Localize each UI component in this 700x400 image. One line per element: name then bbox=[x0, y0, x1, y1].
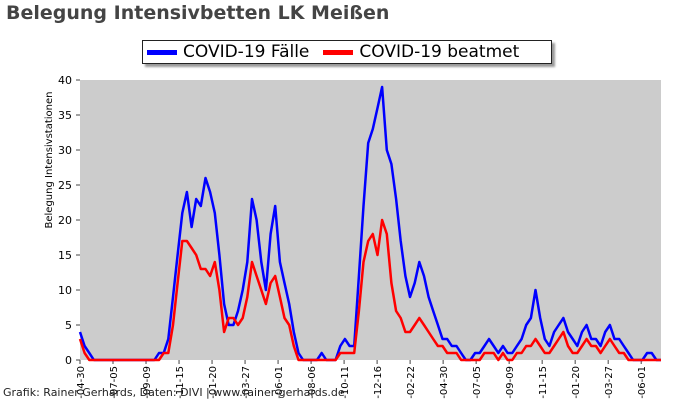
x-tick-label: -01-20 bbox=[208, 366, 219, 399]
y-axis: 0 5 10 15 20 25 30 35 40 bbox=[58, 74, 80, 367]
y-tick-label: 30 bbox=[58, 144, 72, 157]
y-tick-label: 0 bbox=[65, 354, 72, 367]
x-tick-label: -06-01 bbox=[637, 366, 648, 399]
legend-item-faelle: COVID-19 Fälle bbox=[147, 42, 309, 62]
x-tick-label: -09-09 bbox=[142, 366, 153, 399]
x-tick-label: -07-05 bbox=[472, 366, 483, 399]
series-line-beatmet bbox=[78, 218, 661, 362]
x-tick-label: -04-30 bbox=[76, 366, 87, 399]
x-tick-label: -03-27 bbox=[241, 366, 252, 399]
series-group bbox=[78, 85, 661, 362]
x-tick-label: -12-16 bbox=[373, 366, 384, 399]
y-tick-label: 25 bbox=[58, 179, 72, 192]
x-tick-label: -08-06 bbox=[307, 366, 318, 399]
x-tick-label: -03-27 bbox=[604, 366, 615, 399]
y-tick-label: 10 bbox=[58, 284, 72, 297]
legend-item-beatmet: COVID-19 beatmet bbox=[323, 42, 519, 62]
legend-label-faelle: COVID-19 Fälle bbox=[183, 42, 310, 62]
y-tick-label: 15 bbox=[58, 249, 72, 262]
legend-swatch-faelle bbox=[147, 49, 177, 55]
x-axis: -04-30 -07-05 -09-09 -11-15 -01-20 -03-27 -06-… bbox=[76, 360, 648, 399]
y-tick-label: 40 bbox=[58, 74, 72, 87]
x-tick-label: -09-09 bbox=[505, 366, 516, 399]
plot-area bbox=[80, 80, 661, 360]
x-tick-label: -02-22 bbox=[406, 366, 417, 399]
legend: COVID-19 Fälle COVID-19 beatmet bbox=[142, 40, 552, 64]
legend-label-beatmet: COVID-19 beatmet bbox=[359, 42, 520, 62]
y-tick-label: 5 bbox=[65, 319, 72, 332]
x-tick-label: -11-15 bbox=[538, 366, 549, 399]
chart-title: Belegung Intensivbetten LK Meißen bbox=[6, 2, 390, 24]
y-axis-label: Belegung Intensivstationen bbox=[44, 91, 55, 228]
y-tick-label: 20 bbox=[58, 214, 72, 227]
x-tick-label: -01-20 bbox=[571, 366, 582, 399]
x-tick-label: -04-30 bbox=[439, 366, 450, 399]
footer-credit: Grafik: Rainer Gerhards, Daten: DIVI | w… bbox=[3, 386, 345, 399]
x-tick-label: -07-05 bbox=[109, 366, 120, 399]
legend-swatch-beatmet bbox=[323, 49, 354, 55]
y-tick-label: 35 bbox=[58, 109, 72, 122]
x-tick-label: -06-01 bbox=[274, 366, 285, 399]
x-tick-label: -11-15 bbox=[175, 366, 186, 399]
x-tick-label: -10-11 bbox=[340, 366, 351, 399]
series-line-faelle bbox=[78, 85, 661, 362]
